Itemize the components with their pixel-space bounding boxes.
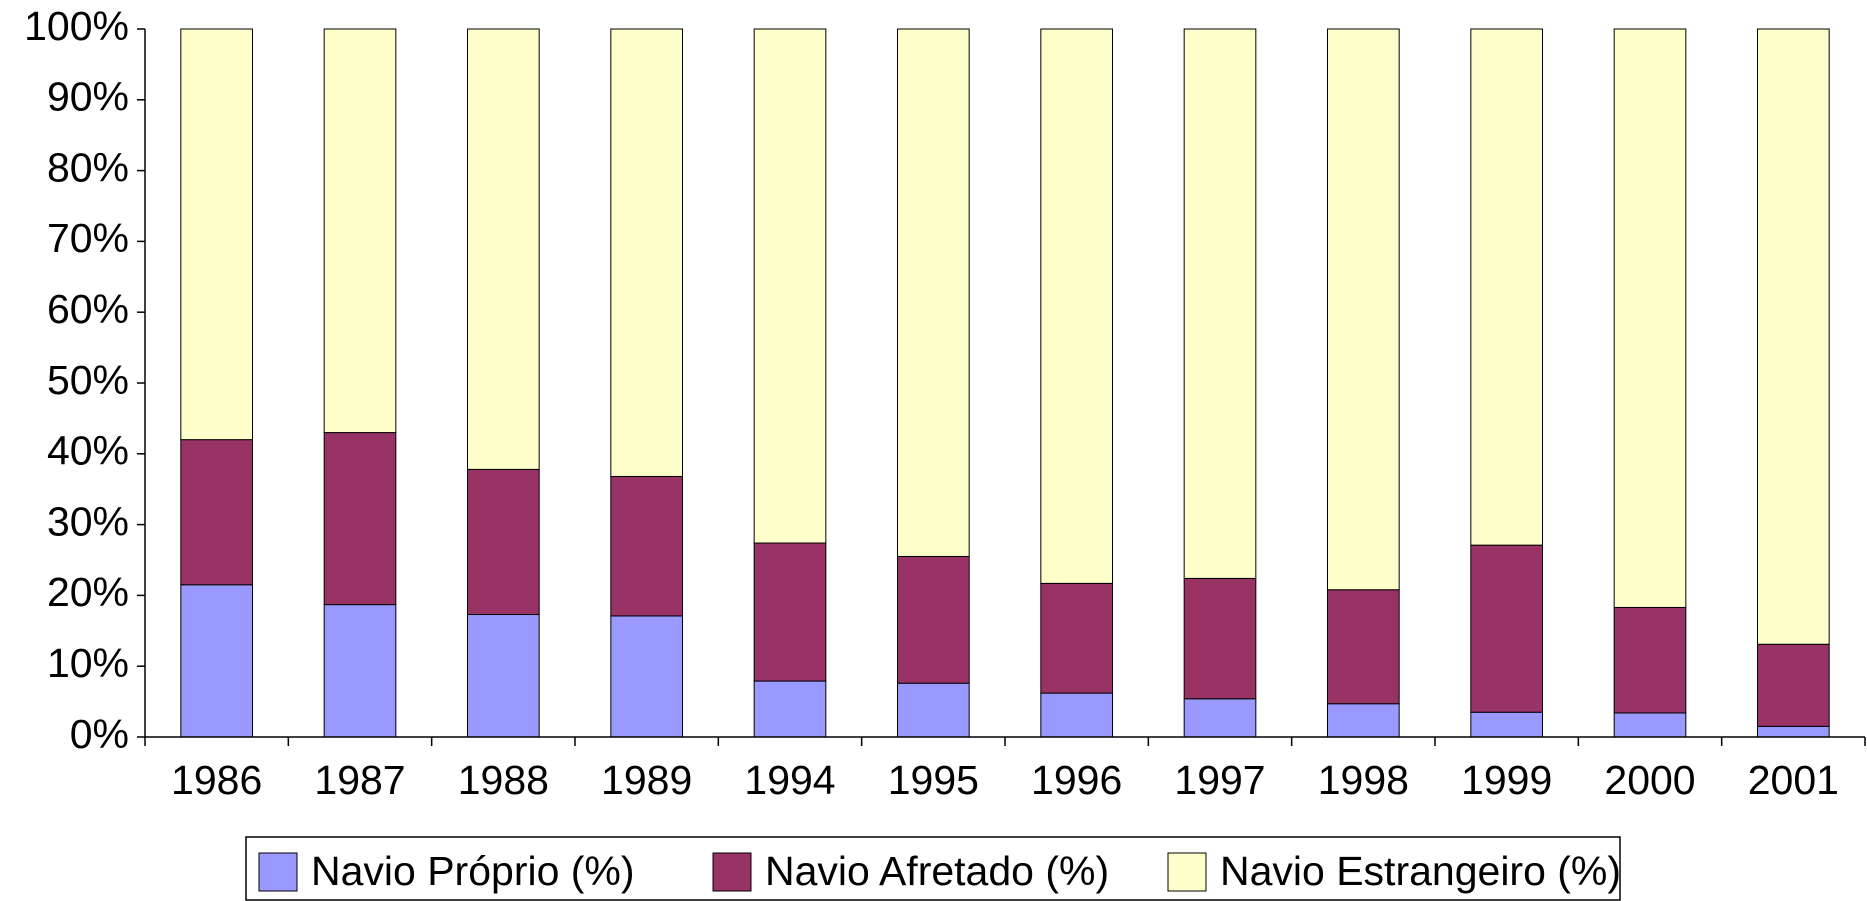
bar-segment [1613,606,1687,714]
bar-segment [753,28,827,544]
bar-segment [1757,725,1830,738]
x-tick-label: 1986 [171,757,262,803]
bar-segment [1183,698,1257,738]
bar-segment [1040,582,1114,694]
bar-segment [753,680,827,738]
legend-label: Navio Estrangeiro (%) [1220,848,1621,894]
x-tick-label: 1995 [888,757,979,803]
y-tick-label: 60% [47,286,129,332]
y-tick-label: 0% [70,711,129,757]
y-tick-label: 20% [47,569,129,615]
bar-segment [1757,28,1830,645]
y-tick-label: 30% [47,498,129,544]
x-tick-label: 1996 [1031,757,1122,803]
x-tick-label: 2001 [1748,757,1839,803]
x-tick-label: 1999 [1461,757,1552,803]
bar-segment [467,468,540,616]
bar-segment [467,614,540,738]
y-tick-label: 80% [47,144,129,190]
legend-box [245,836,1621,901]
bar-segment [1470,28,1544,546]
y-tick-label: 100% [24,3,129,49]
x-tick-label: 1997 [1174,757,1265,803]
bar-segment [1040,692,1114,738]
bar-segment [323,28,397,434]
bar-segment [323,604,397,738]
bar-segment [897,555,970,684]
bar-segment [180,584,253,738]
bar-segment [897,682,970,738]
bar-segment [610,28,683,477]
bar-segment [323,432,397,606]
y-tick-label: 10% [47,640,129,686]
y-tick-label: 50% [47,357,129,403]
x-tick-label: 1998 [1318,757,1409,803]
bar-segment [1757,643,1830,727]
bar-segment [1327,28,1400,591]
legend-swatch [1167,852,1207,892]
legend-label: Navio Afretado (%) [765,848,1109,894]
bar-segment [180,28,253,441]
legend-swatch [258,852,298,892]
bar-segment [1613,28,1687,608]
x-tick-label: 1994 [744,757,835,803]
bar-segment [1327,589,1400,705]
x-tick-label: 2000 [1604,757,1695,803]
bar-segment [1470,544,1544,713]
bar-segment [180,439,253,586]
bar-segment [610,615,683,738]
bar-segment [1327,703,1400,738]
bar-segment [1183,28,1257,579]
y-tick-label: 90% [47,74,129,120]
y-tick-label: 40% [47,428,129,474]
x-tick-label: 1989 [601,757,692,803]
legend-swatch [712,852,752,892]
bar-segment [1183,577,1257,700]
x-tick-label: 1988 [458,757,549,803]
y-tick-label: 70% [47,215,129,261]
bar-segment [897,28,970,557]
x-tick-label: 1987 [314,757,405,803]
bar-segment [1040,28,1114,584]
bar-segment [753,542,827,682]
bar-segment [610,475,683,617]
bar-segment [467,28,540,470]
legend-label: Navio Próprio (%) [311,848,635,894]
bar-segment [1613,712,1687,738]
bar-segment [1470,711,1544,738]
